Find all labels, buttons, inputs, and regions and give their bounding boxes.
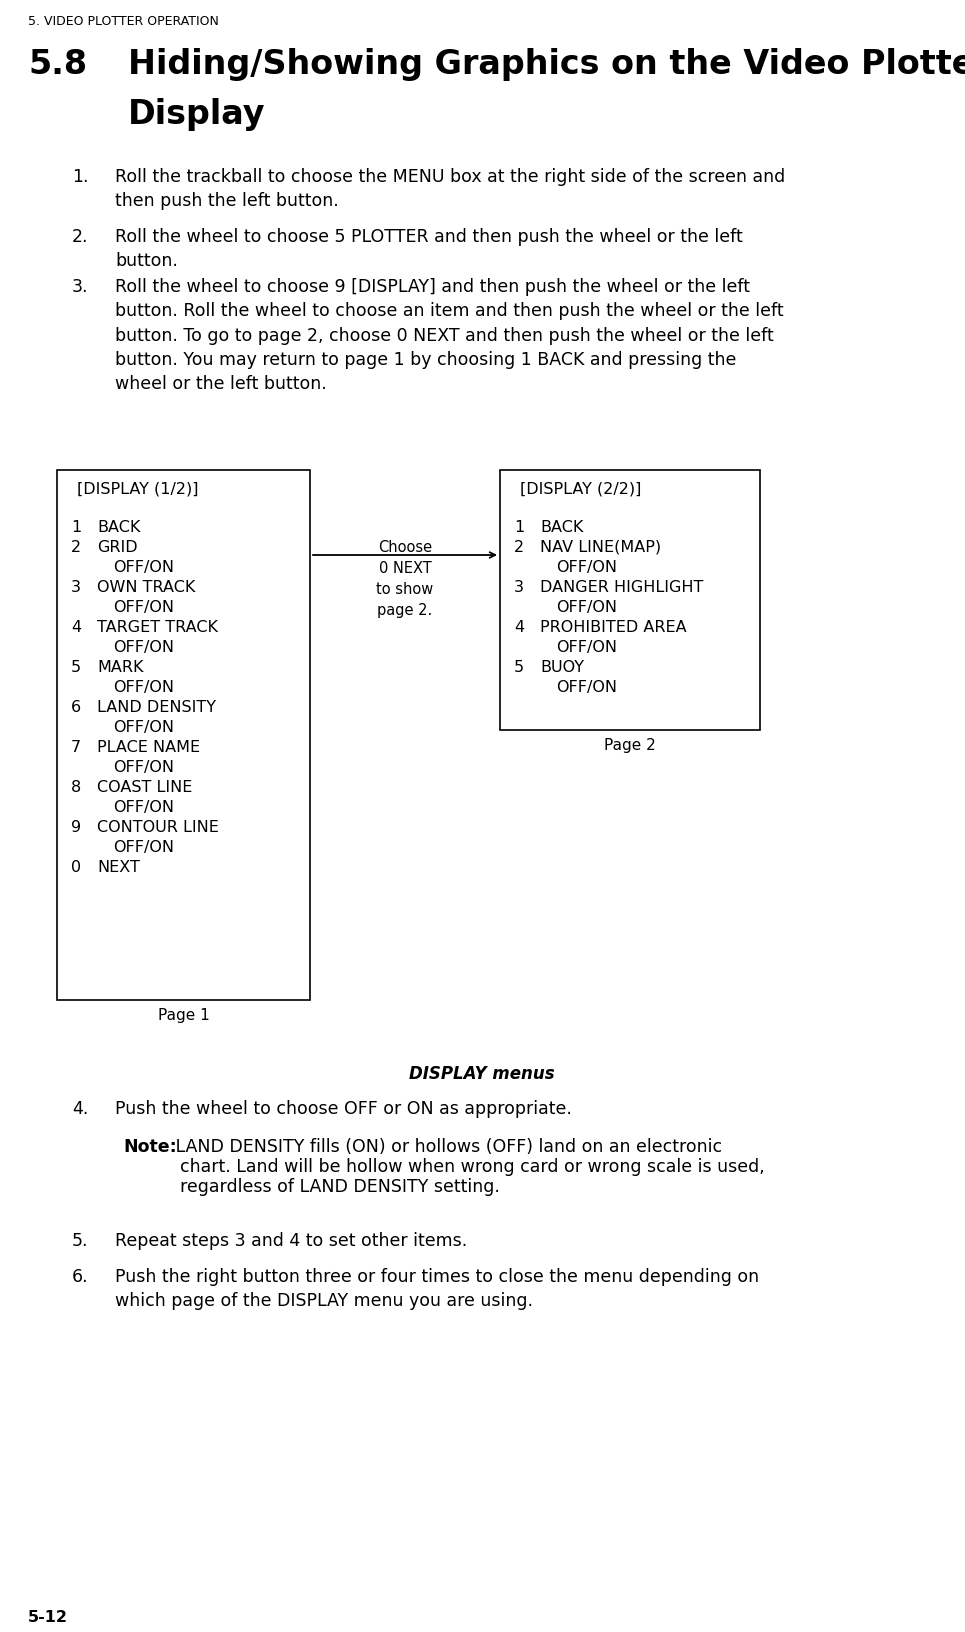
- Text: OFF/ON: OFF/ON: [113, 761, 174, 775]
- Text: LAND DENSITY fills (ON) or hollows (OFF) land on an electronic: LAND DENSITY fills (ON) or hollows (OFF)…: [170, 1138, 722, 1155]
- Text: 5.8: 5.8: [28, 47, 87, 82]
- Text: 5: 5: [71, 659, 81, 676]
- Text: chart. Land will be hollow when wrong card or wrong scale is used,: chart. Land will be hollow when wrong ca…: [180, 1159, 764, 1177]
- Text: OFF/ON: OFF/ON: [556, 640, 617, 654]
- Text: PROHIBITED AREA: PROHIBITED AREA: [540, 620, 687, 635]
- Text: OFF/ON: OFF/ON: [113, 800, 174, 814]
- Text: OFF/ON: OFF/ON: [113, 640, 174, 654]
- Text: NAV LINE(MAP): NAV LINE(MAP): [540, 540, 661, 555]
- Text: OFF/ON: OFF/ON: [556, 681, 617, 695]
- Text: regardless of LAND DENSITY setting.: regardless of LAND DENSITY setting.: [180, 1178, 500, 1196]
- Text: 1.: 1.: [72, 168, 89, 186]
- Text: 1: 1: [71, 521, 81, 535]
- Text: Hiding/Showing Graphics on the Video Plotter: Hiding/Showing Graphics on the Video Plo…: [128, 47, 965, 82]
- Text: Note:: Note:: [123, 1138, 177, 1155]
- Text: GRID: GRID: [97, 540, 138, 555]
- Text: LAND DENSITY: LAND DENSITY: [97, 700, 216, 715]
- Text: OFF/ON: OFF/ON: [113, 681, 174, 695]
- Text: 5: 5: [514, 659, 524, 676]
- Text: 2: 2: [71, 540, 81, 555]
- Text: OFF/ON: OFF/ON: [113, 840, 174, 855]
- Text: Display: Display: [128, 98, 265, 131]
- Text: Push the wheel to choose OFF or ON as appropriate.: Push the wheel to choose OFF or ON as ap…: [115, 1100, 572, 1118]
- Text: 7: 7: [71, 739, 81, 756]
- Text: OFF/ON: OFF/ON: [113, 720, 174, 734]
- Text: [DISPLAY (2/2)]: [DISPLAY (2/2)]: [520, 481, 642, 498]
- Text: OFF/ON: OFF/ON: [556, 601, 617, 615]
- Text: 0: 0: [71, 860, 81, 875]
- Text: 3.: 3.: [72, 277, 89, 295]
- Text: MARK: MARK: [97, 659, 144, 676]
- Text: Page 2: Page 2: [604, 738, 656, 752]
- Text: OFF/ON: OFF/ON: [113, 601, 174, 615]
- Text: Roll the wheel to choose 5 PLOTTER and then push the wheel or the left
button.: Roll the wheel to choose 5 PLOTTER and t…: [115, 228, 743, 271]
- Text: 6: 6: [71, 700, 81, 715]
- Text: Page 1: Page 1: [157, 1009, 209, 1023]
- Text: PLACE NAME: PLACE NAME: [97, 739, 200, 756]
- Text: DANGER HIGHLIGHT: DANGER HIGHLIGHT: [540, 579, 703, 596]
- Text: 8: 8: [71, 780, 81, 795]
- Text: 3: 3: [71, 579, 81, 596]
- Text: 9: 9: [71, 819, 81, 836]
- Text: Push the right button three or four times to close the menu depending on
which p: Push the right button three or four time…: [115, 1268, 759, 1310]
- Text: 5.: 5.: [72, 1232, 89, 1250]
- Text: CONTOUR LINE: CONTOUR LINE: [97, 819, 219, 836]
- Text: OFF/ON: OFF/ON: [556, 560, 617, 574]
- Text: [DISPLAY (1/2)]: [DISPLAY (1/2)]: [77, 481, 199, 498]
- Text: Choose
0 NEXT
to show
page 2.: Choose 0 NEXT to show page 2.: [376, 540, 433, 619]
- Bar: [500, 470, 760, 730]
- Text: Repeat steps 3 and 4 to set other items.: Repeat steps 3 and 4 to set other items.: [115, 1232, 467, 1250]
- Text: 4.: 4.: [72, 1100, 89, 1118]
- Text: BUOY: BUOY: [540, 659, 584, 676]
- Text: DISPLAY menus: DISPLAY menus: [409, 1066, 555, 1084]
- Text: 4: 4: [514, 620, 524, 635]
- Text: 2: 2: [514, 540, 524, 555]
- Text: 4: 4: [71, 620, 81, 635]
- Text: 5-12: 5-12: [28, 1611, 68, 1625]
- Text: Roll the trackball to choose the MENU box at the right side of the screen and
th: Roll the trackball to choose the MENU bo…: [115, 168, 786, 211]
- Text: 3: 3: [514, 579, 524, 596]
- Text: 2.: 2.: [72, 228, 89, 246]
- Text: OWN TRACK: OWN TRACK: [97, 579, 195, 596]
- Text: 1: 1: [514, 521, 524, 535]
- Text: 5. VIDEO PLOTTER OPERATION: 5. VIDEO PLOTTER OPERATION: [28, 15, 219, 28]
- Text: Roll the wheel to choose 9 [DISPLAY] and then push the wheel or the left
button.: Roll the wheel to choose 9 [DISPLAY] and…: [115, 277, 784, 393]
- Bar: [57, 470, 310, 1000]
- Text: COAST LINE: COAST LINE: [97, 780, 192, 795]
- Text: TARGET TRACK: TARGET TRACK: [97, 620, 218, 635]
- Text: BACK: BACK: [540, 521, 584, 535]
- Text: NEXT: NEXT: [97, 860, 140, 875]
- Text: BACK: BACK: [97, 521, 140, 535]
- Text: OFF/ON: OFF/ON: [113, 560, 174, 574]
- Text: 6.: 6.: [72, 1268, 89, 1286]
